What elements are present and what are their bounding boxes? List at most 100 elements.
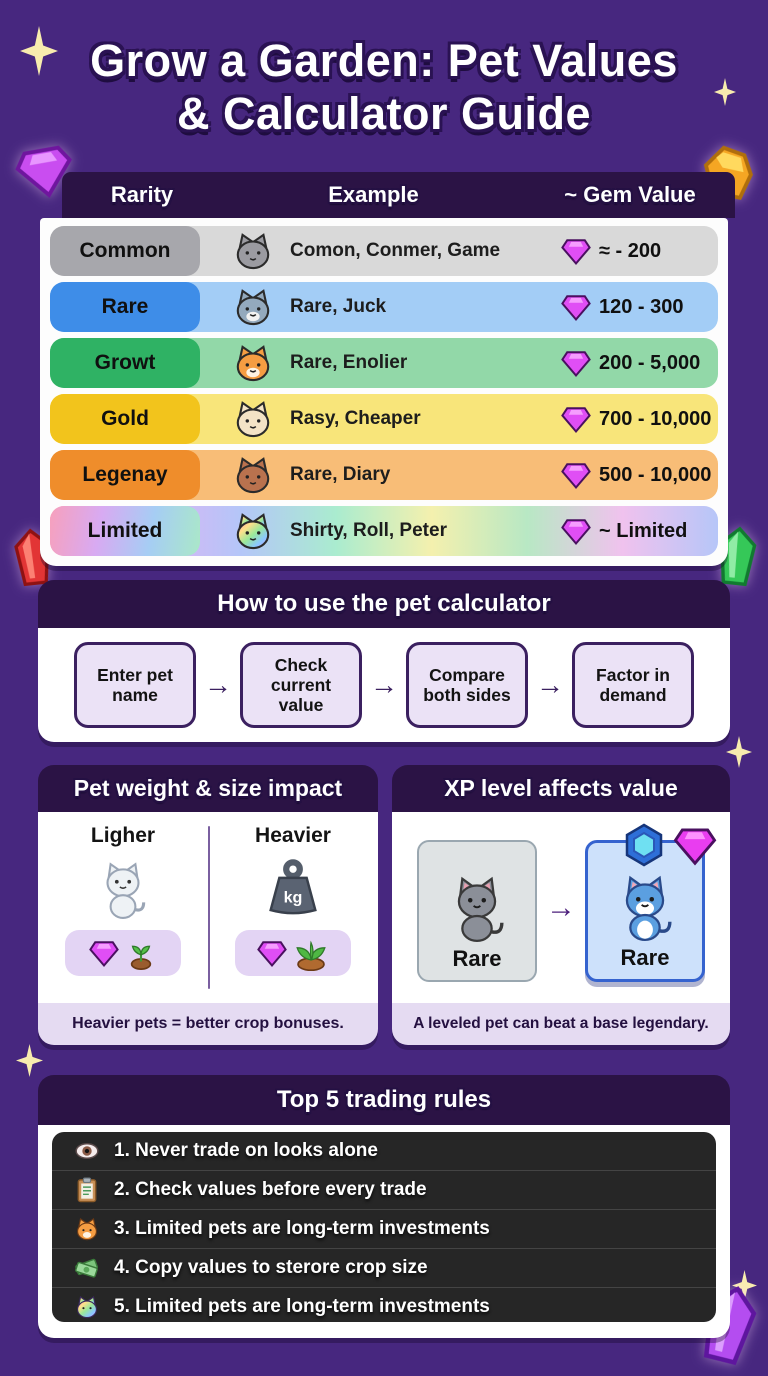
white-cat-icon [106,862,146,919]
column-header-example: Example [328,182,419,207]
table-row: Limited Shirty, Roll, Peter ~ Limited [50,506,718,556]
step-label: Enter pet name [97,664,173,705]
gem-value: ~ Limited [560,517,687,546]
weight-panel-footer: Heavier pets = better crop bonuses. [38,1003,378,1045]
calculator-title: How to use the pet calculator [38,580,730,628]
table-row: Growt Rare, Enolier 200 - 5,000 [50,338,718,388]
arrow-right-icon: → [370,669,398,700]
base-card-label: Rare [452,945,502,971]
step-enter-pet-name: Enter pet name [74,642,196,728]
gem-icon [257,940,287,967]
xp-panel-body: Rare → Rare [392,812,730,1003]
example-pets: Rasy, Cheaper [290,408,421,429]
xp-badge-icon [625,823,663,866]
example-pets: Rare, Juck [290,296,387,317]
gem-icon [561,350,591,377]
rarity-label: Common [79,239,171,262]
lighter-reward-chip [65,930,181,976]
rarity-label: Rare [101,295,149,318]
page-title: Grow a Garden: Pet Values & Calculator G… [0,34,768,140]
list-item: 2. Check values before every trade [52,1171,716,1210]
arrow-right-icon: → [204,669,232,700]
column-header-gem-value: ~ Gem Value [564,182,696,207]
gem-value: 500 - 10,000 [560,461,711,490]
example-pets: Rare, Diary [290,464,391,485]
list-item: 3. Limited pets are long-term investment… [52,1210,716,1249]
lighter-label: Ligher [90,824,156,847]
rarity-label: Limited [87,519,163,542]
rules-body: 1. Never trade on looks alone 2. Check v… [38,1125,730,1338]
gem-icon [561,238,591,265]
step-label: Check current value [270,654,332,716]
rarity-table: Common Comon, Conmer, Game ≈ - 200 Rare … [40,218,728,566]
rule-text: 5. Limited pets are long-term investment… [114,1296,490,1317]
rainbow-cat-icon [76,1295,98,1319]
kg-weight-icon: kg [269,859,317,915]
rules-section: Top 5 trading rules 1. Never trade on lo… [38,1075,730,1338]
gem-value: 700 - 10,000 [560,405,711,434]
blue-cat-icon [625,875,672,941]
table-row: Common Comon, Conmer, Game ≈ - 200 [50,226,718,276]
step-label: Factor in demand [596,664,670,705]
gem-icon [89,940,119,967]
rarity-badge: Legenay [50,450,200,500]
rule-text: 4. Copy values to sterore crop size [114,1257,428,1278]
page-title-line2: & Calculator Guide [176,88,592,140]
rainbow-cat-icon [236,513,270,550]
gem-icon [561,462,591,489]
list-item: 5. Limited pets are long-term investment… [52,1288,716,1322]
step-factor-in-demand: Factor in demand [572,642,694,728]
step-label: Compare both sides [423,664,511,705]
gem-value: ≈ - 200 [560,237,661,266]
arrow-right-icon: → [536,669,564,700]
heavier-label: Heavier [255,824,331,847]
gem-icon [561,294,591,321]
rarity-badge: Rare [50,282,200,332]
step-check-current-value: Check current value [240,642,362,728]
xp-panel-title: XP level affects value [392,765,730,812]
table-header: Rarity Example ~ Gem Value [62,172,735,218]
rarity-label: Legenay [82,463,168,486]
rarity-label: Gold [101,407,149,430]
calculator-section: How to use the pet calculator Enter pet … [38,580,730,742]
gem-value: 120 - 300 [560,293,684,322]
leveled-pet-card: Rare [585,823,717,982]
base-pet-card: Rare [417,839,537,982]
kg-label: kg [284,889,303,907]
list-item: 4. Copy values to sterore crop size [52,1249,716,1288]
gem-value-text: 700 - 10,000 [599,407,712,430]
example-pets: Comon, Conmer, Game [290,240,501,261]
gem-icon [561,406,591,433]
xp-panel: XP level affects value Rare → Rare A lev… [392,765,730,1045]
column-header-rarity: Rarity [110,182,174,207]
gem-value: 200 - 5,000 [560,349,700,378]
dog-icon [236,345,270,382]
gem-value-text: 500 - 10,000 [599,463,712,486]
arrow-right-icon: → [546,890,576,924]
calculator-steps: Enter pet name → Check current value → C… [38,628,730,742]
rarity-badge: Growt [50,338,200,388]
money-icon [75,1258,99,1278]
gray-cat-icon [457,876,504,942]
page-title-line1: Grow a Garden: Pet Values [90,35,678,86]
rarity-badge: Common [50,226,200,276]
xp-panel-footer: A leveled pet can beat a base legendary. [392,1003,730,1045]
sparkle-icon [726,736,752,768]
rarity-label: Growt [94,351,156,374]
sprout-icon [130,945,152,970]
clipboard-icon [77,1177,97,1203]
example-pets: Rare, Enolier [290,352,408,373]
eye-icon [75,1143,99,1159]
rule-text: 2. Check values before every trade [114,1179,427,1200]
example-pets: Shirty, Roll, Peter [290,520,447,541]
rules-list: 1. Never trade on looks alone 2. Check v… [52,1132,716,1322]
step-compare-both-sides: Compare both sides [406,642,528,728]
cat-icon [236,289,270,326]
rarity-badge: Gold [50,394,200,444]
purple-gem-icon [15,145,73,198]
rule-text: 3. Limited pets are long-term investment… [114,1218,490,1239]
weight-panel-title: Pet weight & size impact [38,765,378,812]
orange-cat-icon [76,1217,98,1241]
gem-value-text: ≈ - 200 [599,239,662,262]
